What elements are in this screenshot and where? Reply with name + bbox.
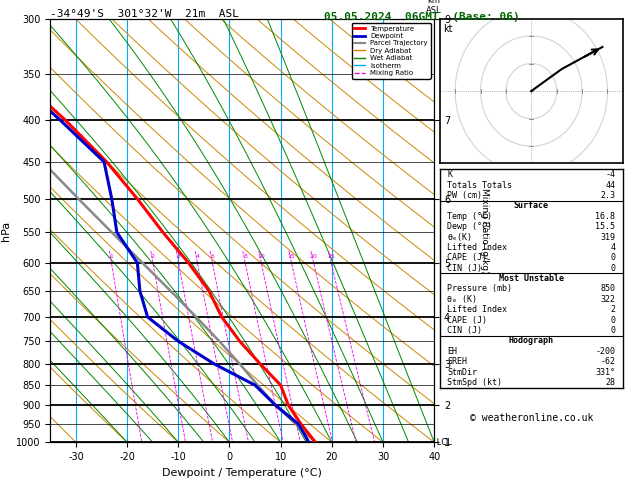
Text: kt: kt bbox=[443, 24, 453, 34]
Text: Most Unstable: Most Unstable bbox=[499, 274, 564, 283]
Text: 1: 1 bbox=[109, 255, 113, 260]
Text: CIN (J): CIN (J) bbox=[447, 264, 482, 273]
Text: θₑ(K): θₑ(K) bbox=[447, 232, 472, 242]
Text: Lifted Index: Lifted Index bbox=[447, 305, 507, 314]
Text: EH: EH bbox=[447, 347, 457, 356]
Text: 44: 44 bbox=[605, 181, 615, 190]
Text: 4: 4 bbox=[196, 255, 199, 260]
Text: km
ASL: km ASL bbox=[426, 0, 442, 15]
Text: Temp (°C): Temp (°C) bbox=[447, 212, 493, 221]
X-axis label: Dewpoint / Temperature (°C): Dewpoint / Temperature (°C) bbox=[162, 468, 322, 478]
Text: SREH: SREH bbox=[447, 357, 467, 366]
Text: LCL: LCL bbox=[434, 438, 452, 447]
Text: 4: 4 bbox=[610, 243, 615, 252]
Text: StmSpd (kt): StmSpd (kt) bbox=[447, 378, 502, 387]
Text: 850: 850 bbox=[601, 284, 615, 294]
Text: 0: 0 bbox=[610, 264, 615, 273]
Text: PW (cm): PW (cm) bbox=[447, 191, 482, 200]
Text: 331°: 331° bbox=[596, 367, 615, 377]
Text: 5: 5 bbox=[211, 255, 214, 260]
Y-axis label: Mixing Ratio (g/kg): Mixing Ratio (g/kg) bbox=[480, 188, 489, 274]
Text: 0: 0 bbox=[610, 253, 615, 262]
Text: -62: -62 bbox=[601, 357, 615, 366]
Text: 10: 10 bbox=[257, 255, 265, 260]
Text: Lifted Index: Lifted Index bbox=[447, 243, 507, 252]
Text: -34°49'S  301°32'W  21m  ASL: -34°49'S 301°32'W 21m ASL bbox=[50, 9, 239, 18]
Text: 2.3: 2.3 bbox=[601, 191, 615, 200]
Text: 0: 0 bbox=[610, 315, 615, 325]
Text: 15: 15 bbox=[287, 255, 296, 260]
Text: CIN (J): CIN (J) bbox=[447, 326, 482, 335]
Text: 2: 2 bbox=[151, 255, 155, 260]
Text: K: K bbox=[447, 170, 452, 179]
Y-axis label: hPa: hPa bbox=[1, 221, 11, 241]
Text: -200: -200 bbox=[596, 347, 615, 356]
Text: Hodograph: Hodograph bbox=[509, 336, 554, 346]
Text: 20: 20 bbox=[309, 255, 318, 260]
Text: CAPE (J): CAPE (J) bbox=[447, 253, 487, 262]
Text: StmDir: StmDir bbox=[447, 367, 477, 377]
Text: 0: 0 bbox=[610, 326, 615, 335]
Text: 322: 322 bbox=[601, 295, 615, 304]
Text: 2: 2 bbox=[610, 305, 615, 314]
Text: 25: 25 bbox=[327, 255, 335, 260]
Text: Pressure (mb): Pressure (mb) bbox=[447, 284, 512, 294]
Text: 28: 28 bbox=[605, 378, 615, 387]
Text: 15.5: 15.5 bbox=[596, 222, 615, 231]
Text: Surface: Surface bbox=[514, 201, 549, 210]
Text: Totals Totals: Totals Totals bbox=[447, 181, 512, 190]
Text: Dewp (°C): Dewp (°C) bbox=[447, 222, 493, 231]
Text: 319: 319 bbox=[601, 232, 615, 242]
Text: θₑ (K): θₑ (K) bbox=[447, 295, 477, 304]
Text: 3: 3 bbox=[177, 255, 181, 260]
Text: 16.8: 16.8 bbox=[596, 212, 615, 221]
Legend: Temperature, Dewpoint, Parcel Trajectory, Dry Adiabat, Wet Adiabat, Isotherm, Mi: Temperature, Dewpoint, Parcel Trajectory… bbox=[352, 23, 431, 79]
Text: -4: -4 bbox=[605, 170, 615, 179]
Text: 05.05.2024  06GMT  (Base: 06): 05.05.2024 06GMT (Base: 06) bbox=[323, 12, 520, 22]
Text: © weatheronline.co.uk: © weatheronline.co.uk bbox=[470, 414, 593, 423]
Text: CAPE (J): CAPE (J) bbox=[447, 315, 487, 325]
Text: 8: 8 bbox=[243, 255, 247, 260]
